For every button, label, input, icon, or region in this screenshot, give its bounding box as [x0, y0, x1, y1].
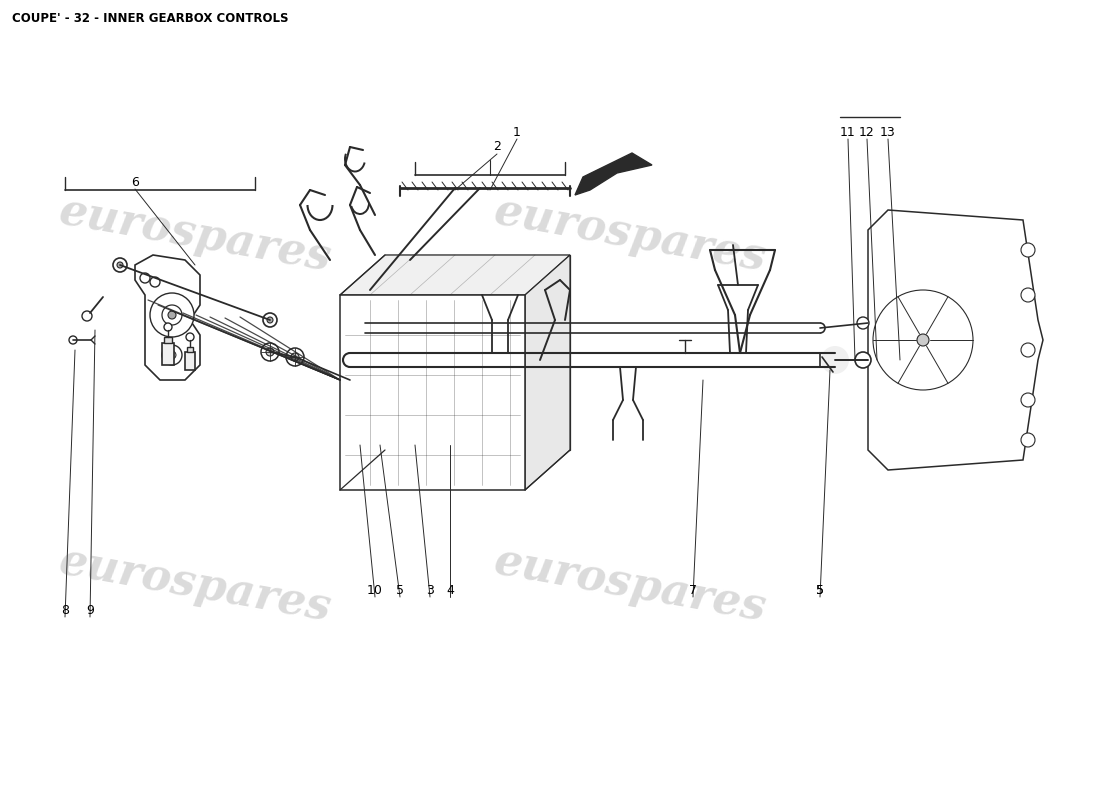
Circle shape	[1021, 343, 1035, 357]
Circle shape	[168, 351, 176, 359]
Polygon shape	[340, 255, 570, 295]
Bar	[164, 337, 172, 343]
Circle shape	[292, 353, 299, 361]
Circle shape	[113, 258, 127, 272]
Circle shape	[162, 345, 182, 365]
Text: eurospares: eurospares	[491, 540, 770, 630]
Circle shape	[150, 293, 194, 337]
Circle shape	[186, 333, 194, 341]
Text: 9: 9	[86, 603, 94, 617]
Circle shape	[821, 346, 849, 374]
Polygon shape	[340, 295, 525, 490]
Text: 5: 5	[816, 583, 824, 597]
Text: eurospares: eurospares	[491, 190, 770, 280]
Circle shape	[266, 348, 274, 356]
Text: COUPE' - 32 - INNER GEARBOX CONTROLS: COUPE' - 32 - INNER GEARBOX CONTROLS	[12, 12, 288, 25]
Text: 7: 7	[689, 583, 697, 597]
Circle shape	[140, 273, 150, 283]
Polygon shape	[385, 255, 570, 450]
Circle shape	[69, 336, 77, 344]
Circle shape	[168, 311, 176, 319]
Text: 5: 5	[396, 583, 404, 597]
Circle shape	[855, 352, 871, 368]
Circle shape	[888, 305, 958, 375]
Circle shape	[873, 290, 974, 390]
Circle shape	[117, 262, 123, 268]
Bar	[185, 352, 195, 370]
Text: 13: 13	[880, 126, 895, 138]
Text: 5: 5	[816, 583, 824, 597]
Circle shape	[150, 277, 160, 287]
Circle shape	[286, 348, 304, 366]
Circle shape	[1021, 288, 1035, 302]
Circle shape	[901, 318, 945, 362]
Text: eurospares: eurospares	[55, 540, 334, 630]
Text: 10: 10	[367, 583, 383, 597]
Circle shape	[263, 313, 277, 327]
Text: 6: 6	[131, 175, 139, 189]
Circle shape	[1021, 433, 1035, 447]
Text: 8: 8	[60, 603, 69, 617]
Text: 11: 11	[840, 126, 856, 138]
Text: 12: 12	[859, 126, 874, 138]
Polygon shape	[135, 255, 200, 380]
Circle shape	[917, 334, 930, 346]
Polygon shape	[868, 210, 1043, 470]
Text: 3: 3	[426, 583, 433, 597]
Text: 4: 4	[447, 583, 454, 597]
Polygon shape	[575, 153, 652, 195]
Bar	[187, 347, 192, 352]
Text: 2: 2	[493, 141, 500, 154]
Bar	[162, 343, 174, 365]
Circle shape	[1021, 243, 1035, 257]
Circle shape	[267, 317, 273, 323]
Circle shape	[911, 328, 935, 352]
Circle shape	[857, 317, 869, 329]
Polygon shape	[525, 255, 570, 490]
Text: eurospares: eurospares	[55, 190, 334, 280]
Circle shape	[261, 343, 279, 361]
Circle shape	[162, 305, 182, 325]
Circle shape	[164, 323, 172, 331]
Circle shape	[82, 311, 92, 321]
Circle shape	[1021, 393, 1035, 407]
Text: 1: 1	[513, 126, 521, 138]
